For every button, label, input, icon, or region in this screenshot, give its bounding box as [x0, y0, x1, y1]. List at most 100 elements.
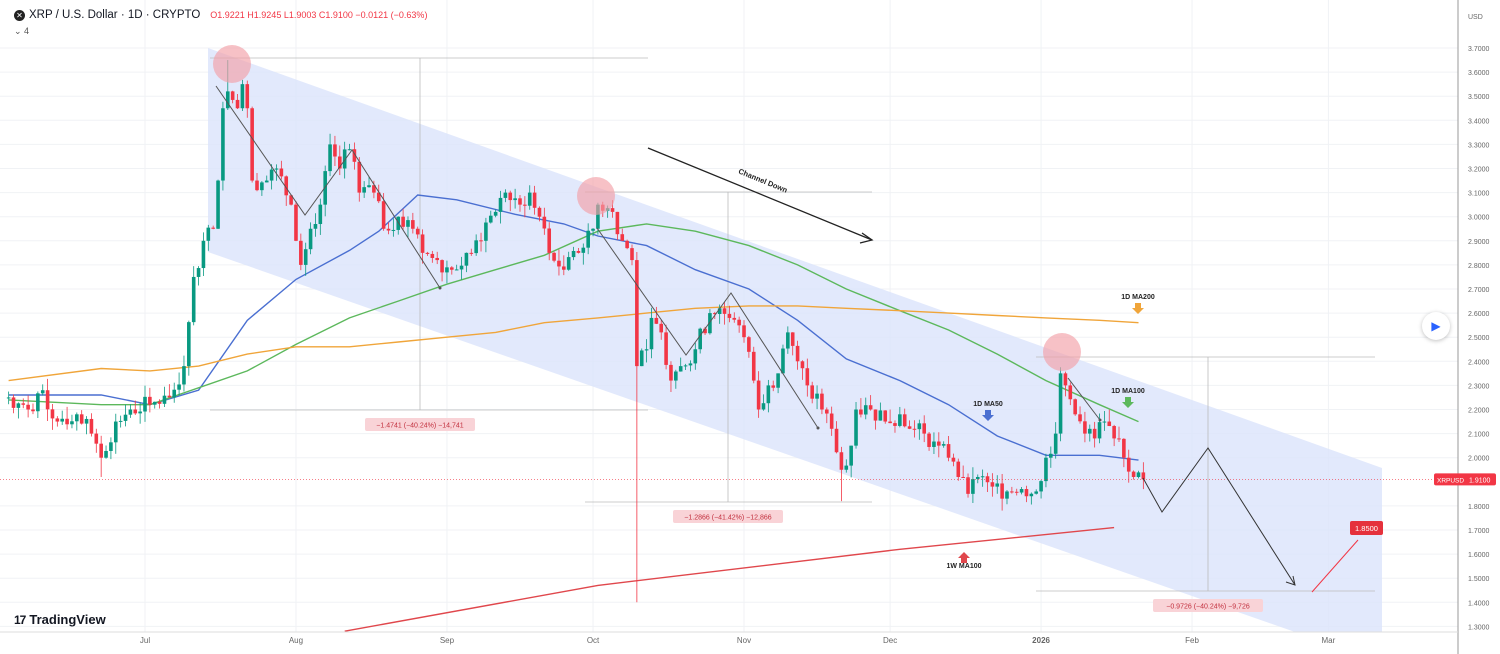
candle-body: [269, 169, 274, 181]
candle-body: [625, 240, 629, 249]
candle-body: [1019, 489, 1024, 493]
y-tick-label: 3.5000: [1468, 94, 1490, 101]
candle-body: [761, 403, 766, 410]
ohlc-values: O1.9221 H1.9245 L1.9003 C1.9100 −0.0121 …: [210, 10, 428, 20]
candle-body: [786, 332, 790, 349]
candle-body: [230, 91, 235, 100]
candle-body: [187, 322, 191, 367]
candle-body: [815, 393, 819, 399]
candle-body: [143, 396, 147, 412]
ma-line-ma100: [8, 223, 1139, 423]
candle-body: [362, 187, 366, 193]
candle-body: [581, 247, 586, 253]
candle-body: [464, 252, 469, 266]
ma-line-wma100: [344, 526, 1115, 632]
candle-body: [221, 108, 225, 181]
candle-body: [435, 257, 439, 261]
candle-body: [1044, 457, 1048, 482]
candle-body: [488, 215, 493, 223]
candle-body: [820, 393, 824, 410]
candle-body: [157, 401, 162, 404]
candle-body: [104, 450, 108, 458]
candle-body: [372, 185, 376, 193]
candle-body: [138, 411, 142, 414]
candle-body: [659, 323, 664, 333]
candle-body: [284, 176, 289, 196]
candle-body: [825, 409, 829, 414]
candle-body: [401, 216, 405, 227]
candle-body: [274, 168, 279, 170]
candle-body: [415, 228, 420, 235]
scroll-to-realtime-button[interactable]: ▶: [1422, 312, 1450, 340]
candle-body: [469, 252, 474, 254]
candle-body: [1107, 421, 1112, 427]
candle-body: [255, 180, 259, 191]
candle-body: [971, 479, 975, 494]
candle-body: [1122, 438, 1126, 458]
candle-body: [40, 390, 45, 394]
x-tick-label: Nov: [737, 636, 751, 645]
candle-body: [1010, 491, 1014, 493]
y-tick-label: 3.4000: [1468, 118, 1490, 125]
candle-body: [868, 405, 873, 410]
candle-body: [440, 260, 444, 273]
y-tick-label: 2.4000: [1468, 359, 1490, 366]
candle-body: [133, 409, 138, 414]
candle-body: [299, 240, 303, 265]
candle-body: [523, 204, 527, 206]
x-tick-label: Aug: [289, 636, 303, 645]
x-tick-label: Sep: [440, 636, 455, 645]
candle-body: [610, 208, 615, 212]
tradingview-logo[interactable]: 17 TradingView: [14, 612, 106, 627]
target-label-bg: [1350, 521, 1383, 535]
candle-body: [596, 204, 600, 229]
candle-body: [391, 229, 396, 231]
candle-body: [333, 144, 337, 157]
candle-body: [917, 423, 922, 430]
candle-body: [65, 418, 69, 425]
candle-body: [376, 192, 381, 202]
indicator-toggle[interactable]: ⌄ 4: [14, 26, 30, 36]
candle-body: [303, 249, 308, 265]
candle-body: [781, 348, 785, 374]
peak-highlight-circle: [213, 45, 251, 83]
candle-body: [211, 227, 215, 229]
candle-body: [854, 409, 858, 446]
candle-body: [790, 332, 795, 346]
candle-body: [367, 185, 371, 188]
moving-averages: [8, 194, 1139, 632]
candle-body: [503, 192, 508, 198]
x-tick-label: Jul: [140, 636, 150, 645]
y-tick-label: 3.0000: [1468, 215, 1490, 222]
candle-body: [206, 227, 211, 241]
candle-body: [260, 182, 264, 191]
ma-arrow-icon: [958, 552, 970, 563]
candle-body: [635, 260, 639, 367]
candle-body: [747, 337, 751, 352]
candle-body: [182, 366, 186, 385]
candle-body: [79, 414, 84, 424]
y-tick-label: 2.9000: [1468, 239, 1490, 246]
candle-body: [698, 328, 702, 350]
tradingview-logo-text: TradingView: [29, 612, 106, 627]
target-label: 1.8500: [1355, 524, 1378, 533]
candle-body: [576, 250, 581, 253]
measure-label-bg: [1153, 599, 1263, 612]
symbol-header[interactable]: ✕ XRP / U.S. Dollar · 1D · CRYPTO O1.922…: [14, 9, 427, 21]
candle-body: [732, 317, 737, 320]
candle-body: [508, 192, 513, 201]
candle-body: [751, 351, 756, 381]
candle-body: [425, 252, 430, 254]
candle-body: [1000, 483, 1004, 499]
candle-body: [664, 332, 668, 365]
candle-body: [898, 414, 902, 426]
candle-body: [118, 420, 123, 422]
candle-body: [805, 368, 810, 386]
candle-body: [557, 260, 561, 267]
candle-body: [21, 403, 26, 405]
channel-down-arrow: [647, 147, 873, 241]
candle-body: [445, 267, 449, 273]
measure-label: −1.2866 (−41.42%) −12,866: [684, 515, 771, 522]
candle-body: [518, 198, 522, 205]
